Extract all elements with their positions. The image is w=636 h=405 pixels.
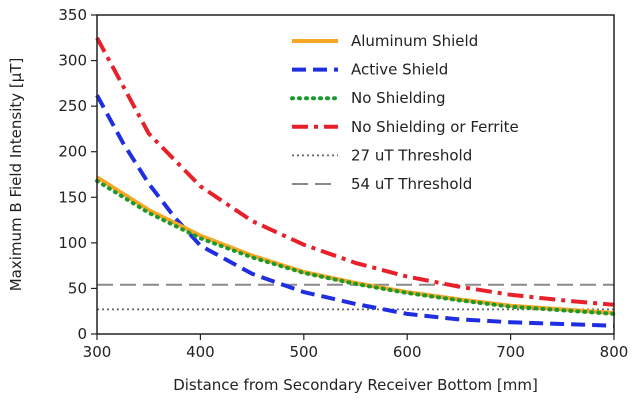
series-line-no-shielding-or-ferrite	[95, 36, 615, 307]
x-tick-label: 800	[600, 343, 629, 361]
legend-label-no-shielding-or-ferrite: No Shielding or Ferrite	[351, 118, 519, 136]
x-tick-label: 600	[393, 343, 422, 361]
x-tick-label: 700	[496, 343, 525, 361]
y-tick-label: 0	[77, 325, 87, 343]
series-layer	[95, 36, 616, 328]
y-tick-label: 200	[58, 143, 87, 161]
y-tick-label: 350	[58, 6, 87, 24]
y-tick-label: 150	[58, 188, 87, 206]
series-line-aluminum-shield	[95, 175, 615, 315]
legend-label-27-ut-threshold: 27 uT Threshold	[351, 146, 472, 164]
x-tick-label: 400	[186, 343, 215, 361]
y-tick-label: 100	[58, 234, 87, 252]
y-tick-label: 300	[58, 52, 87, 70]
y-tick-label: 250	[58, 97, 87, 115]
legend-label-no-shielding: No Shielding	[351, 89, 445, 107]
x-tick-label: 300	[83, 343, 112, 361]
x-axis-label: Distance from Secondary Receiver Bottom …	[173, 376, 538, 394]
ticks-layer: 300 400 500 600 700 800 0 50 100 150 200 250 300 350	[58, 6, 628, 361]
series-line-active-shield	[95, 94, 615, 328]
x-tick-label: 500	[289, 343, 318, 361]
y-tick-label: 50	[68, 279, 87, 297]
legend-label-54-ut-threshold: 54 uT Threshold	[351, 175, 472, 193]
legend: Aluminum Shield Active Shield No Shielding…	[290, 32, 519, 193]
legend-label-active-shield: Active Shield	[351, 61, 448, 79]
plot-frame	[96, 14, 615, 335]
legend-label-aluminum-shield: Aluminum Shield	[351, 32, 478, 50]
y-axis-label: Maximum B Field Intensity [μT]	[7, 58, 25, 292]
series-line-no-shielding	[95, 178, 616, 316]
